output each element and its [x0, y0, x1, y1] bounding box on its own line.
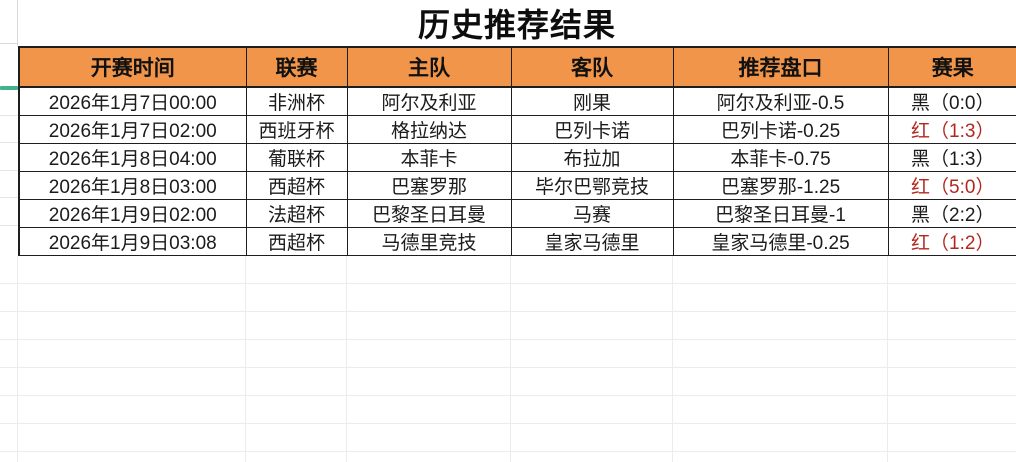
empty-grid-vline [245, 256, 246, 462]
cell-start-time[interactable]: 2026年1月8日03:00 [19, 171, 247, 200]
cell-away-team[interactable]: 毕尔巴鄂竞技 [510, 171, 674, 200]
margin-row-gridline [0, 225, 18, 226]
cell-result[interactable]: 黑（2:2） [887, 199, 1016, 228]
cell-home-team[interactable]: 格拉纳达 [346, 115, 512, 144]
table-row: 2026年1月9日03:08 西超杯 马德里竞技 皇家马德里 皇家马德里-0.2… [19, 227, 1016, 256]
empty-grid-vline [672, 256, 673, 462]
cell-away-team[interactable]: 巴列卡诺 [510, 115, 674, 144]
cell-start-time[interactable]: 2026年1月7日02:00 [19, 115, 247, 144]
selection-accent-line [0, 86, 18, 90]
cell-handicap[interactable]: 巴列卡诺-0.25 [672, 115, 889, 144]
table-row: 2026年1月7日00:00 非洲杯 阿尔及利亚 刚果 阿尔及利亚-0.5 黑（… [19, 86, 1016, 116]
cell-league[interactable]: 西班牙杯 [245, 115, 348, 144]
cell-start-time[interactable]: 2026年1月9日02:00 [19, 199, 247, 228]
cell-away-team[interactable]: 皇家马德里 [510, 227, 674, 256]
cell-home-team[interactable]: 马德里竞技 [346, 227, 512, 256]
title-band: 历史推荐结果 [18, 0, 1016, 46]
cell-league[interactable]: 非洲杯 [245, 86, 348, 116]
cell-result[interactable]: 红（1:3） [887, 115, 1016, 144]
table-row: 2026年1月8日04:00 葡联杯 本菲卡 布拉加 本菲卡-0.75 黑（1:… [19, 143, 1016, 172]
table-row: 2026年1月8日03:00 西超杯 巴塞罗那 毕尔巴鄂竞技 巴塞罗那-1.25… [19, 171, 1016, 200]
column-header-home-team[interactable]: 主队 [346, 46, 511, 88]
page-title: 历史推荐结果 [417, 7, 616, 43]
cell-home-team[interactable]: 阿尔及利亚 [346, 86, 512, 116]
cell-result[interactable]: 黑（0:0） [887, 86, 1016, 116]
empty-grid-vline [887, 256, 888, 462]
table-header-row: 开赛时间 联赛 主队 客队 推荐盘口 赛果 [19, 46, 1016, 88]
margin-row-gridline [0, 142, 18, 143]
cell-league[interactable]: 法超杯 [245, 199, 348, 228]
empty-grid-vline [510, 256, 511, 462]
cell-away-team[interactable]: 布拉加 [510, 143, 674, 172]
cell-away-team[interactable]: 马赛 [510, 199, 674, 228]
cell-handicap[interactable]: 皇家马德里-0.25 [672, 227, 889, 256]
margin-gridline-horizontal [0, 43, 18, 44]
cell-handicap[interactable]: 本菲卡-0.75 [672, 143, 889, 172]
cell-result[interactable]: 红（1:2） [887, 227, 1016, 256]
cell-handicap[interactable]: 阿尔及利亚-0.5 [672, 86, 889, 116]
cell-league[interactable]: 葡联杯 [245, 143, 348, 172]
cell-handicap[interactable]: 巴塞罗那-1.25 [672, 171, 889, 200]
cell-league[interactable]: 西超杯 [245, 227, 348, 256]
column-header-result[interactable]: 赛果 [887, 46, 1016, 88]
column-header-league[interactable]: 联赛 [245, 46, 347, 88]
cell-result[interactable]: 黑（1:3） [887, 143, 1016, 172]
cell-start-time[interactable]: 2026年1月9日03:08 [19, 227, 247, 256]
cell-start-time[interactable]: 2026年1月7日00:00 [19, 86, 247, 116]
cell-home-team[interactable]: 巴塞罗那 [346, 171, 512, 200]
column-header-start-time[interactable]: 开赛时间 [19, 46, 246, 88]
table-row: 2026年1月7日02:00 西班牙杯 格拉纳达 巴列卡诺 巴列卡诺-0.25 … [19, 115, 1016, 144]
cell-away-team[interactable]: 刚果 [510, 86, 674, 116]
margin-row-gridline [0, 197, 18, 198]
table-row: 2026年1月9日02:00 法超杯 巴黎圣日耳曼 马赛 巴黎圣日耳曼-1 黑（… [19, 199, 1016, 228]
empty-grid-area [0, 256, 1016, 462]
column-header-handicap[interactable]: 推荐盘口 [672, 46, 888, 88]
column-header-away-team[interactable]: 客队 [510, 46, 673, 88]
results-table: 开赛时间 联赛 主队 客队 推荐盘口 赛果 2026年1月7日00:00 非洲杯… [18, 46, 1016, 256]
cell-home-team[interactable]: 巴黎圣日耳曼 [346, 199, 512, 228]
margin-row-gridline [0, 115, 18, 116]
cell-result[interactable]: 红（5:0） [887, 171, 1016, 200]
cell-home-team[interactable]: 本菲卡 [346, 143, 512, 172]
cell-handicap[interactable]: 巴黎圣日耳曼-1 [672, 199, 889, 228]
margin-gridline-vertical [17, 0, 18, 46]
empty-grid-vline [346, 256, 347, 462]
empty-grid-vline [17, 256, 18, 462]
cell-start-time[interactable]: 2026年1月8日04:00 [19, 143, 247, 172]
margin-row-gridline [0, 170, 18, 171]
cell-league[interactable]: 西超杯 [245, 171, 348, 200]
